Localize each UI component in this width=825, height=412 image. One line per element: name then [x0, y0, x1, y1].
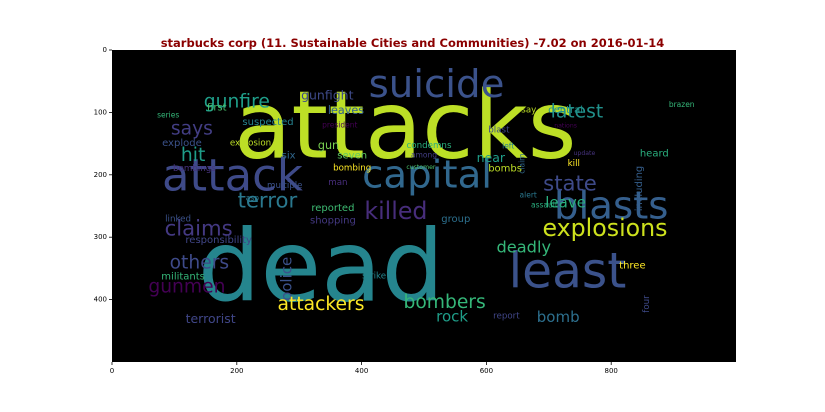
word-gun: gun [318, 139, 339, 152]
word-bombings: bombings [173, 164, 216, 174]
word-central: central [548, 105, 583, 116]
word-killed: killed [364, 197, 427, 225]
word-strike: strike [362, 272, 386, 282]
word-first: first [207, 103, 227, 114]
word-three: three [619, 260, 645, 271]
word-series: series [157, 110, 179, 119]
word-alert: alert [520, 190, 537, 199]
word-reported: reported [311, 203, 354, 214]
plot-background [112, 50, 736, 362]
word-claims: claims [165, 215, 233, 240]
word-seven: seven [337, 151, 367, 162]
word-four: four [642, 295, 652, 313]
word-near: near [477, 150, 506, 165]
word-nations: nations [554, 123, 577, 130]
word-responsibility: responsibility [185, 235, 252, 246]
word-gunfight: gunfight [301, 87, 354, 102]
axis-ticks: 0 200 400 600 800 0 100 200 300 400 [94, 46, 618, 375]
word-six: six [282, 151, 296, 162]
chart-title: starbucks corp (11. Sustainable Cities a… [160, 36, 665, 50]
word-report: report [493, 311, 520, 321]
word-state: state [543, 170, 597, 195]
word-asp: asp [246, 193, 260, 202]
word-including: including [634, 166, 645, 212]
word-condemns: condemns [407, 141, 452, 151]
word-group: group [441, 214, 470, 225]
x-tick-label: 600 [480, 367, 493, 375]
word-suicide: suicide [369, 62, 505, 107]
word-explosions: explosions [542, 214, 667, 242]
word-others: others [170, 252, 230, 273]
word-among: among [411, 150, 437, 159]
word-deadly: deadly [497, 238, 552, 257]
word-capital: capital [362, 152, 492, 197]
y-tick-label: 400 [94, 296, 107, 304]
word-blasts: blasts [554, 184, 669, 229]
word-left: left [502, 142, 514, 151]
word-terrorist: terrorist [186, 311, 236, 326]
x-tick-label: 400 [355, 367, 368, 375]
word-attackers: attackers [278, 294, 365, 315]
y-tick-label: 200 [94, 171, 107, 179]
y-tick-label: 100 [94, 108, 107, 116]
word-least: least [509, 244, 627, 300]
word-says: says [171, 119, 213, 140]
word-leaves: leaves [328, 104, 364, 117]
word-assault: assault [531, 200, 558, 209]
x-tick-label: 0 [110, 367, 114, 375]
word-bombs: bombs [488, 164, 522, 175]
y-tick-label: 0 [103, 46, 107, 54]
y-tick-label: 300 [94, 233, 107, 241]
word-president: president [322, 120, 357, 129]
word-leave: leave [545, 193, 586, 211]
word-claim: claim [518, 153, 527, 173]
word-multiple: multiple [267, 181, 302, 191]
word-kill: kill [568, 159, 580, 169]
word-hit: hit [181, 145, 205, 166]
word-militants: militants [161, 272, 205, 283]
word-say: say [521, 106, 536, 116]
word-customer: customer [406, 164, 436, 171]
word-gunfire: gunfire [204, 91, 270, 112]
word-rock: rock [436, 307, 468, 325]
word-dead: dead [198, 210, 444, 325]
word-layer: attacksdeadattacksuicidecapitalblastslea… [148, 62, 694, 326]
word-explode: explode [162, 138, 202, 149]
word-update: update [573, 150, 595, 157]
word-brazen: brazen [669, 100, 695, 109]
word-bombing: bombing [333, 164, 371, 174]
word-heard: heard [640, 149, 669, 160]
word-bomb: bomb [537, 308, 580, 326]
x-tick-label: 200 [230, 367, 243, 375]
word-police: police [278, 257, 296, 302]
word-man: man [328, 178, 347, 188]
word-suspected: suspected [242, 117, 293, 128]
word-shopping: shopping [310, 216, 356, 227]
word-attack: attack [162, 148, 303, 201]
word-linked: linked [165, 215, 191, 225]
x-tick-label: 800 [605, 367, 618, 375]
word-explosion: explosion [230, 139, 271, 149]
word-terror: terror [238, 187, 298, 212]
word-gunmen: gunmen [148, 277, 225, 298]
word-blast: blast [488, 126, 510, 136]
word-bombers: bombers [403, 292, 485, 313]
word-attacks: attacks [234, 72, 577, 181]
word-latest: latest [551, 101, 604, 122]
